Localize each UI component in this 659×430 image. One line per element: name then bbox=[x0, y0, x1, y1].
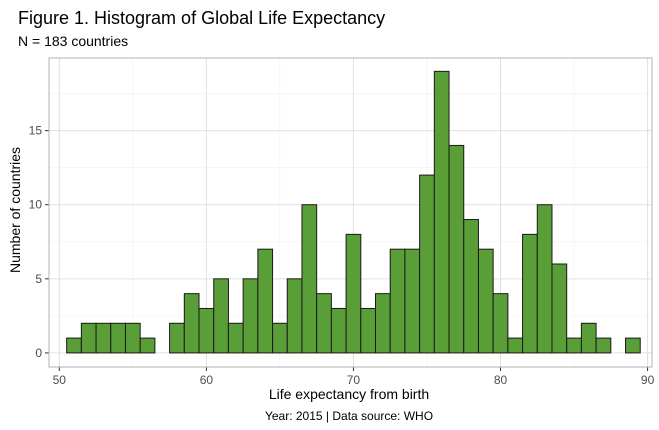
x-axis-title: Life expectancy from birth bbox=[269, 386, 429, 402]
histogram-bar bbox=[522, 233, 538, 354]
y-tick-label: 10 bbox=[29, 198, 43, 212]
histogram-bar bbox=[257, 248, 274, 354]
x-tick-label: 70 bbox=[347, 373, 361, 387]
x-tick-label: 60 bbox=[200, 373, 214, 387]
histogram-bar bbox=[360, 307, 377, 354]
histogram-bar bbox=[198, 307, 215, 354]
histogram-bar bbox=[345, 233, 362, 354]
histogram-bar bbox=[492, 293, 509, 354]
chart-caption: Year: 2015 | Data source: WHO bbox=[265, 409, 433, 423]
histogram-bar bbox=[286, 278, 303, 354]
histogram-bar bbox=[301, 204, 318, 354]
y-axis-ticks: 0 5 10 15 bbox=[29, 124, 49, 360]
histogram-bar bbox=[625, 337, 641, 354]
histogram-bar bbox=[580, 322, 597, 354]
histogram-bar bbox=[389, 248, 406, 354]
histogram-bar bbox=[330, 307, 347, 354]
histogram-bar bbox=[169, 322, 185, 354]
histogram-bar bbox=[404, 248, 421, 354]
histogram-bar bbox=[227, 322, 244, 354]
chart-subtitle: N = 183 countries bbox=[18, 33, 128, 49]
x-axis-ticks: 50 60 70 80 90 bbox=[53, 367, 655, 387]
histogram-bar bbox=[463, 219, 479, 354]
chart-title: Figure 1. Histogram of Global Life Expec… bbox=[18, 8, 385, 28]
histogram-bar bbox=[80, 322, 97, 354]
histogram-bar bbox=[566, 337, 582, 354]
histogram-bar bbox=[448, 144, 465, 354]
histogram-bar bbox=[433, 70, 450, 354]
y-tick-label: 5 bbox=[35, 272, 42, 286]
histogram-bar bbox=[110, 322, 126, 354]
histogram-bar bbox=[375, 293, 391, 354]
panel-border bbox=[48, 57, 653, 368]
histogram-bars bbox=[66, 70, 641, 354]
histogram-bar bbox=[213, 278, 229, 354]
histogram-bar bbox=[536, 204, 553, 354]
y-tick-label: 0 bbox=[35, 346, 42, 360]
histogram-bar bbox=[507, 337, 524, 354]
y-tick-label: 15 bbox=[29, 124, 43, 138]
histogram-bar bbox=[139, 337, 156, 354]
histogram-bar bbox=[595, 337, 612, 354]
histogram-bar bbox=[419, 174, 435, 354]
histogram-bar bbox=[95, 322, 112, 354]
histogram-bar bbox=[272, 322, 288, 354]
histogram-bar bbox=[242, 278, 259, 354]
histogram-bar bbox=[551, 263, 568, 354]
histogram-bar bbox=[124, 322, 141, 354]
histogram-bar bbox=[316, 293, 332, 354]
x-tick-label: 50 bbox=[53, 373, 67, 387]
x-tick-label: 80 bbox=[494, 373, 508, 387]
y-axis-title: Number of countries bbox=[7, 147, 23, 273]
histogram-bar bbox=[66, 337, 82, 354]
x-tick-label: 90 bbox=[641, 373, 655, 387]
histogram-bar bbox=[477, 248, 494, 354]
histogram-bar bbox=[183, 293, 200, 354]
